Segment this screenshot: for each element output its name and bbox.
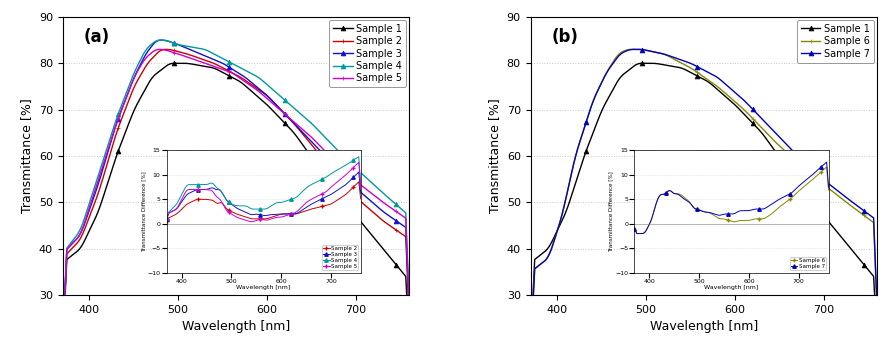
Sample 7: [863, 213, 873, 217]
Sample 4: [403, 304, 414, 308]
Sample 2: [264, 96, 274, 100]
Sample 6: [809, 176, 820, 180]
Sample 6: [731, 102, 742, 106]
Y-axis label: Transmittance [%]: Transmittance [%]: [21, 99, 33, 213]
Sample 2: [159, 47, 170, 52]
Sample 3: [264, 96, 274, 100]
Line: Sample 1: Sample 1: [60, 61, 411, 339]
Sample 1: [264, 105, 274, 109]
Line: Sample 3: Sample 3: [60, 38, 411, 339]
Sample 7: [713, 76, 723, 80]
Sample 6: [713, 85, 723, 89]
Sample 5: [223, 69, 233, 73]
Sample 3: [342, 177, 352, 181]
Line: Sample 4: Sample 4: [60, 38, 411, 339]
Sample 1: [245, 88, 256, 93]
Sample 3: [155, 38, 165, 42]
Sample 7: [871, 307, 881, 311]
Sample 1: [809, 203, 820, 207]
Line: Sample 7: Sample 7: [527, 47, 879, 339]
Line: Sample 5: Sample 5: [60, 47, 411, 339]
Sample 3: [245, 80, 256, 84]
Sample 5: [245, 84, 256, 88]
Sample 2: [224, 69, 235, 74]
X-axis label: Wavelength [nm]: Wavelength [nm]: [649, 320, 757, 333]
Y-axis label: Transmittance [%]: Transmittance [%]: [487, 99, 501, 213]
Sample 2: [342, 185, 352, 189]
Sample 7: [692, 65, 703, 69]
Sample 2: [403, 318, 414, 322]
Sample 5: [154, 47, 164, 52]
Sample 7: [731, 93, 742, 97]
Sample 1: [692, 74, 703, 78]
Sample 6: [689, 69, 700, 74]
Sample 1: [396, 269, 407, 273]
Sample 7: [689, 64, 700, 68]
Sample 6: [625, 47, 636, 52]
Legend: Sample 1, Sample 2, Sample 3, Sample 4, Sample 5: Sample 1, Sample 2, Sample 3, Sample 4, …: [329, 20, 406, 87]
Sample 1: [636, 61, 646, 65]
Sample 4: [224, 60, 235, 64]
Sample 7: [628, 47, 638, 52]
Sample 6: [863, 217, 873, 221]
Sample 6: [692, 71, 703, 75]
Sample 4: [342, 158, 352, 162]
Line: Sample 2: Sample 2: [60, 47, 411, 339]
Sample 3: [403, 312, 414, 316]
Line: Sample 1: Sample 1: [527, 61, 879, 339]
Sample 1: [713, 88, 723, 93]
Sample 7: [809, 171, 820, 175]
Sample 2: [245, 82, 256, 86]
Sample 1: [731, 105, 742, 109]
Line: Sample 6: Sample 6: [527, 47, 879, 339]
Sample 4: [264, 85, 274, 89]
X-axis label: Wavelength [nm]: Wavelength [nm]: [181, 320, 290, 333]
Sample 1: [342, 203, 352, 207]
Legend: Sample 1, Sample 6, Sample 7: Sample 1, Sample 6, Sample 7: [797, 20, 873, 62]
Sample 3: [224, 66, 235, 70]
Sample 3: [396, 222, 407, 226]
Sample 5: [342, 172, 352, 176]
Sample 2: [223, 68, 233, 73]
Sample 1: [223, 73, 233, 77]
Sample 1: [224, 74, 235, 78]
Sample 2: [396, 232, 407, 236]
Sample 5: [224, 70, 235, 74]
Sample 4: [245, 71, 256, 75]
Sample 6: [871, 310, 881, 314]
Sample 1: [863, 269, 873, 273]
Text: (b): (b): [551, 28, 578, 46]
Sample 4: [223, 59, 233, 63]
Sample 3: [223, 64, 233, 68]
Sample 1: [689, 73, 700, 77]
Sample 5: [403, 307, 414, 311]
Sample 4: [155, 38, 165, 42]
Sample 4: [396, 207, 407, 211]
Sample 1: [168, 61, 179, 65]
Sample 5: [396, 213, 407, 217]
Text: (a): (a): [83, 28, 109, 46]
Sample 5: [264, 99, 274, 103]
